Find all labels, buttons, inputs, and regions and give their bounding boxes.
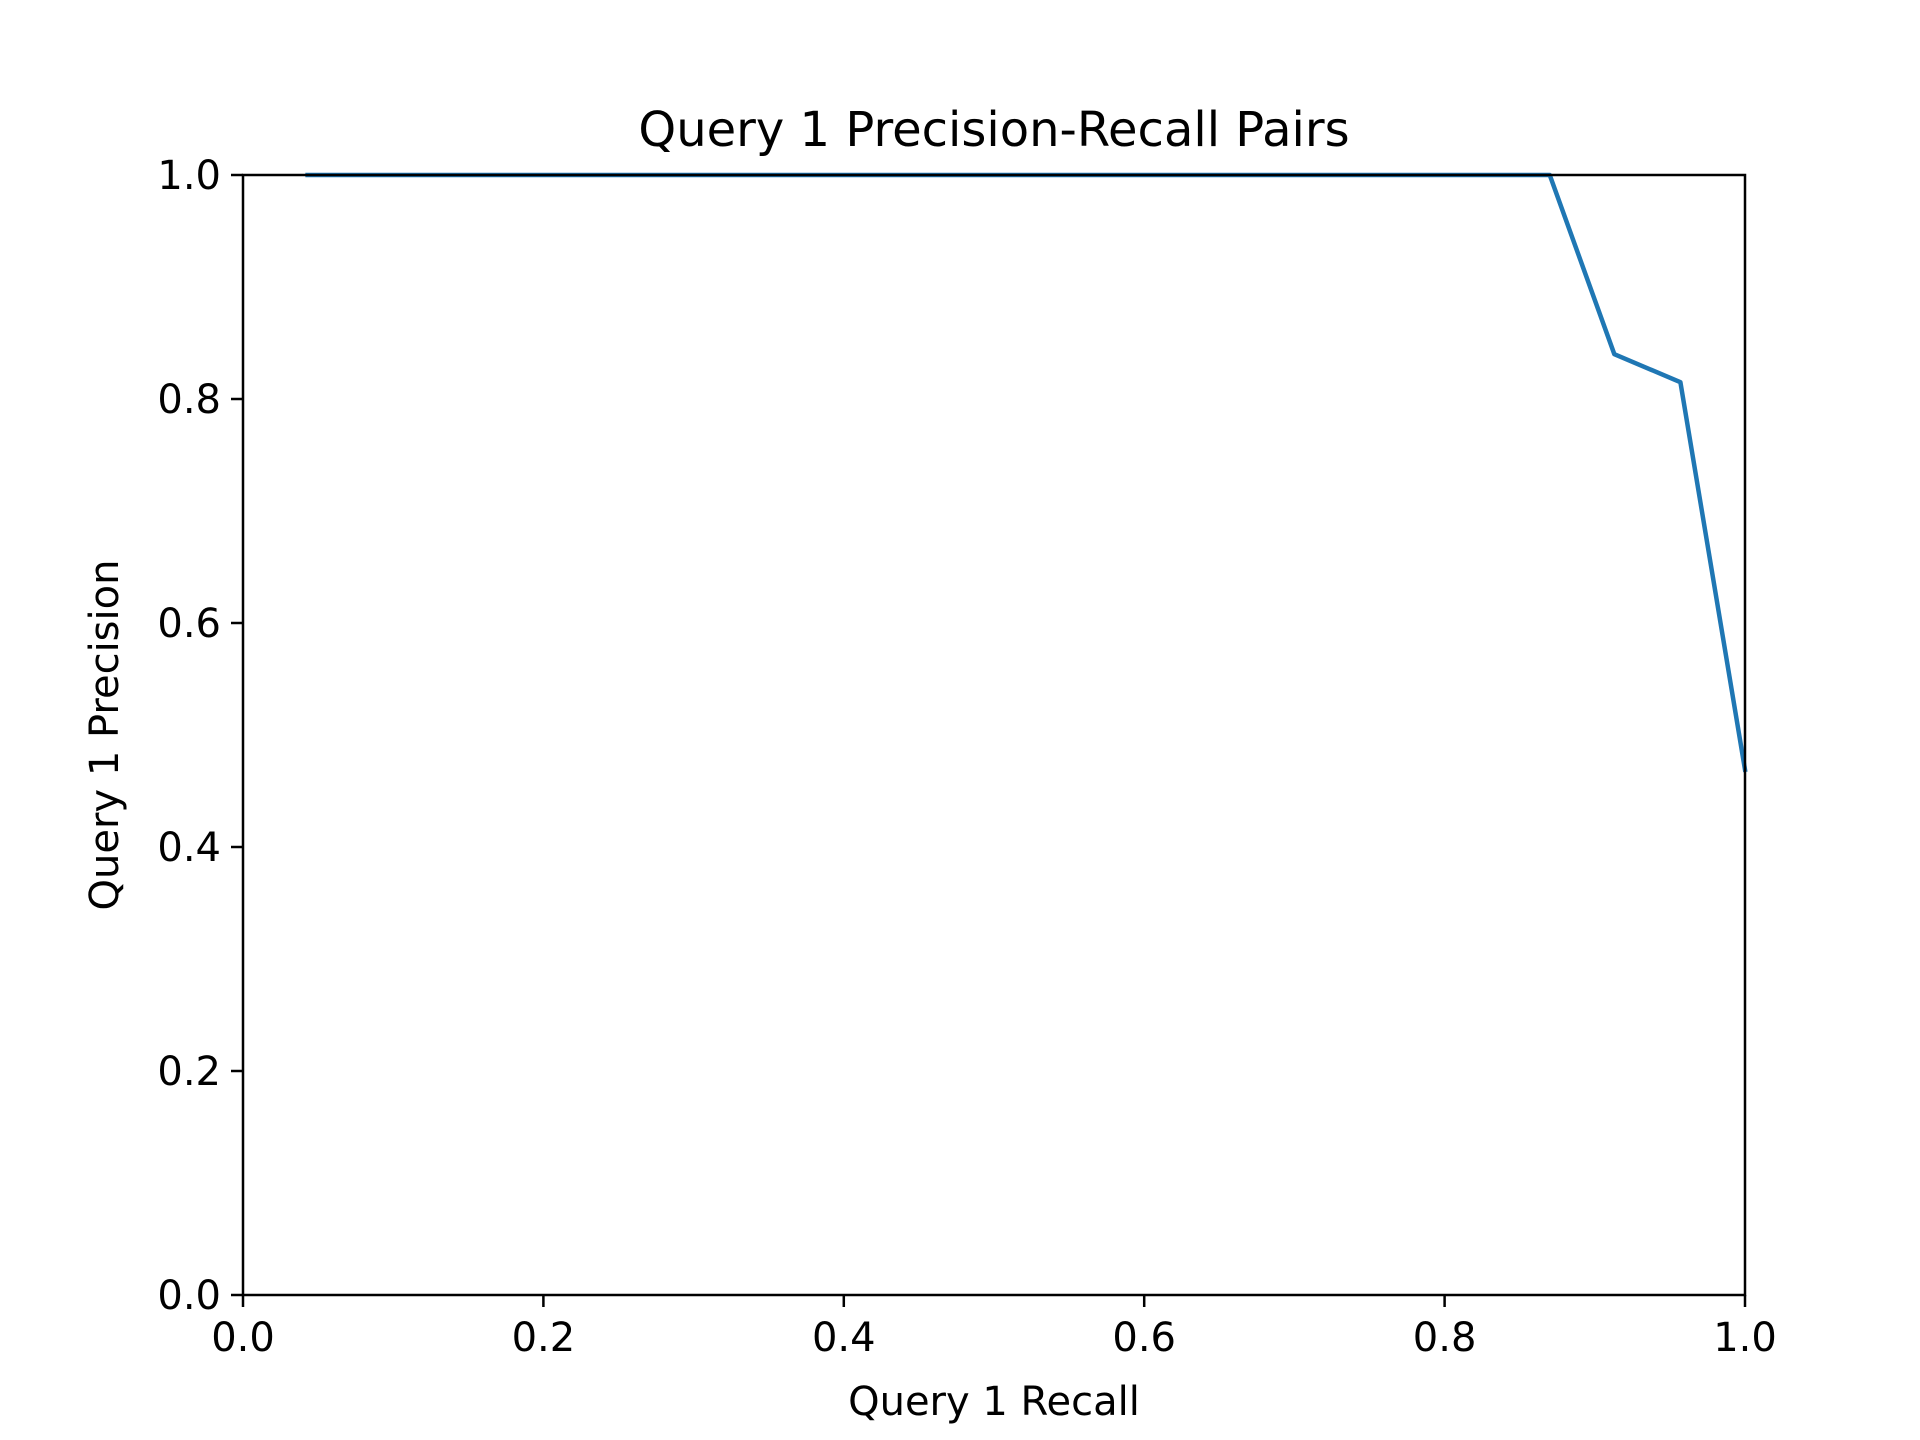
y-tick-label: 0.8 — [157, 377, 221, 423]
x-tick-label: 1.0 — [1713, 1315, 1777, 1361]
x-tick-label: 0.4 — [812, 1315, 876, 1361]
x-tick-label: 0.0 — [211, 1315, 275, 1361]
y-tick-label: 0.6 — [157, 601, 221, 647]
x-tick-label: 0.2 — [512, 1315, 576, 1361]
chart-title: Query 1 Precision-Recall Pairs — [638, 102, 1349, 158]
y-axis-title: Query 1 Precision — [82, 560, 128, 911]
plot-frame — [241, 173, 1747, 1297]
x-tick-label: 0.6 — [1112, 1315, 1176, 1361]
x-tick-label: 0.8 — [1413, 1315, 1477, 1361]
y-tick-label: 1.0 — [157, 153, 221, 199]
y-tick-label: 0.0 — [157, 1273, 221, 1319]
x-axis-title: Query 1 Recall — [848, 1379, 1140, 1425]
y-tick-label: 0.4 — [157, 825, 221, 871]
plot-area: 0.0 0.2 0.4 0.6 0.8 1.0 0.0 0.2 0.4 0.6 0.8 1.0 — [157, 153, 1776, 1361]
y-tick-label: 0.2 — [157, 1049, 221, 1095]
